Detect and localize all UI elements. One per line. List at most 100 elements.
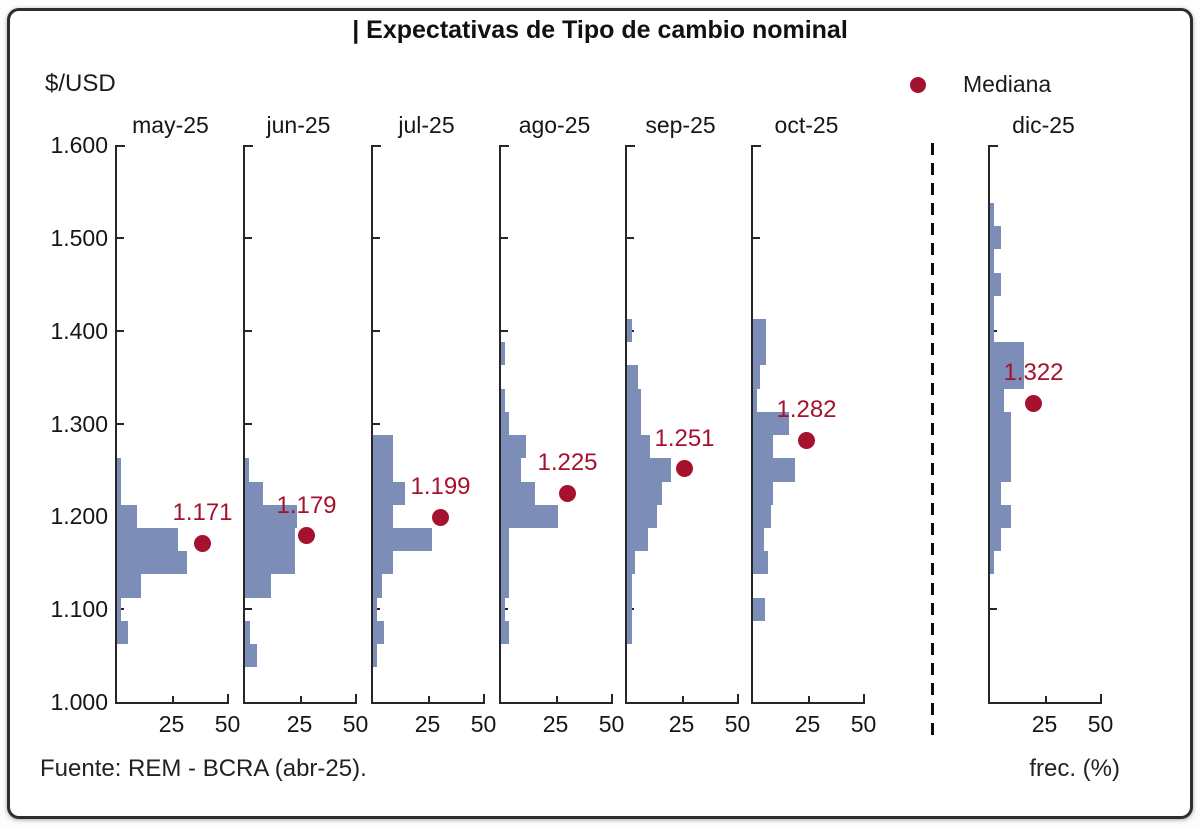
y-tick-mark <box>752 236 760 239</box>
panel-header-sep-25: sep-25 <box>645 112 716 138</box>
x-tick-label: 50 <box>598 711 625 737</box>
x-axis-spine <box>624 702 739 704</box>
source-note: Fuente: REM - BCRA (abr-25). <box>40 755 367 782</box>
histogram-bar <box>752 481 774 505</box>
y-axis-unit-label: $/USD <box>45 70 116 97</box>
histogram-bar <box>116 597 122 621</box>
x-tick-mark <box>299 696 302 703</box>
x-tick-label: 50 <box>724 711 751 737</box>
x-tick-label: 25 <box>794 711 821 737</box>
histogram-bar <box>116 620 129 644</box>
axis-end-stub <box>354 694 357 703</box>
histogram-bar <box>500 342 506 366</box>
histogram-bar <box>116 481 122 505</box>
histogram-bar <box>752 411 789 436</box>
x-tick-label: 50 <box>342 711 369 737</box>
y-tick-mark <box>500 236 508 239</box>
histogram-bar <box>989 388 1005 412</box>
y-tick-mark <box>500 329 508 332</box>
y-tick-label: 1.100 <box>50 596 108 623</box>
x-axis-spine <box>498 702 613 704</box>
y-tick-mark <box>372 329 380 332</box>
histogram-bar <box>626 319 633 343</box>
y-tick-label: 1.000 <box>50 689 108 715</box>
y-tick-label: 1.200 <box>50 503 108 530</box>
separator-dashed-line <box>931 143 934 735</box>
axis-end-stub <box>610 694 613 703</box>
histogram-bar <box>752 551 769 575</box>
histogram-bar <box>752 435 774 459</box>
median-value-label: 1.251 <box>654 424 715 452</box>
histogram-bar <box>116 551 187 575</box>
histogram-bar <box>989 481 1002 505</box>
x-tick-label: 50 <box>470 711 497 737</box>
histogram-bar <box>626 365 639 389</box>
histogram-bar <box>244 504 297 528</box>
histogram-bar <box>500 504 558 528</box>
histogram-bar <box>752 342 767 366</box>
histogram-bar <box>626 435 651 459</box>
histogram-bar <box>500 481 535 505</box>
median-dot <box>798 431 815 449</box>
median-dot <box>194 534 211 552</box>
y-axis-spine <box>498 145 501 704</box>
histogram-bar <box>989 458 1012 482</box>
median-dot <box>676 460 693 478</box>
histogram-bar <box>626 458 672 482</box>
x-tick-label: 25 <box>542 711 569 737</box>
histogram-bar <box>626 388 642 412</box>
y-tick-label: 1.500 <box>50 224 108 251</box>
axis-top-stub <box>371 145 381 147</box>
histogram-bar <box>372 643 377 668</box>
histogram-bar <box>116 504 138 528</box>
histogram-bar <box>500 458 522 482</box>
x-tick-label: 25 <box>158 711 185 737</box>
x-tick-mark <box>681 696 684 703</box>
y-axis-spine <box>987 145 990 704</box>
histogram-bar <box>989 249 995 273</box>
histogram-bar <box>244 643 258 668</box>
histogram-bar <box>500 620 510 644</box>
histogram-bar <box>500 597 506 621</box>
axis-end-stub <box>1099 694 1102 703</box>
x-tick-label: 25 <box>668 711 695 737</box>
histogram-bar <box>372 551 394 575</box>
panel-header-jun-25: jun-25 <box>266 112 331 138</box>
x-tick-mark <box>555 696 558 703</box>
x-tick-mark <box>1044 696 1047 703</box>
axis-end-stub <box>862 694 865 703</box>
histogram-bar <box>626 574 633 598</box>
axis-top-stub <box>243 145 253 147</box>
panel-header-ago-25: ago-25 <box>518 112 591 138</box>
histogram-bar <box>989 295 995 320</box>
histogram-bar <box>372 435 394 459</box>
histogram-bar <box>500 411 509 436</box>
panel-header-dic-25: dic-25 <box>1012 112 1075 138</box>
histogram-bar <box>752 388 757 412</box>
axis-top-stub <box>988 145 998 147</box>
x-axis-unit-label: frec. (%) <box>1029 755 1120 782</box>
histogram-bar <box>500 527 510 552</box>
y-tick-mark <box>626 236 634 239</box>
histogram-bar <box>116 527 178 552</box>
histogram-bar <box>372 481 405 505</box>
chart-title: | Expectativas de Tipo de cambio nominal <box>352 16 848 44</box>
y-tick-mark <box>372 236 380 239</box>
axis-top-stub <box>751 145 761 147</box>
histogram-bar <box>500 435 527 459</box>
panel-header-oct-25: oct-25 <box>774 112 839 138</box>
median-dot <box>298 527 315 545</box>
legend-median-dot-icon <box>910 77 926 93</box>
y-tick-mark <box>244 329 252 332</box>
histogram-bar <box>626 481 662 505</box>
histogram-bar <box>244 458 249 482</box>
panel-header-jul-25: jul-25 <box>398 112 455 138</box>
panel-header-may-25: may-25 <box>132 112 209 138</box>
histogram-bar <box>989 342 1024 366</box>
histogram-bar <box>752 504 772 528</box>
histogram-bar <box>372 620 385 644</box>
histogram-bar <box>244 574 272 598</box>
histogram-bar <box>244 527 295 552</box>
y-axis-spine <box>750 145 753 704</box>
y-axis-spine <box>370 145 373 704</box>
